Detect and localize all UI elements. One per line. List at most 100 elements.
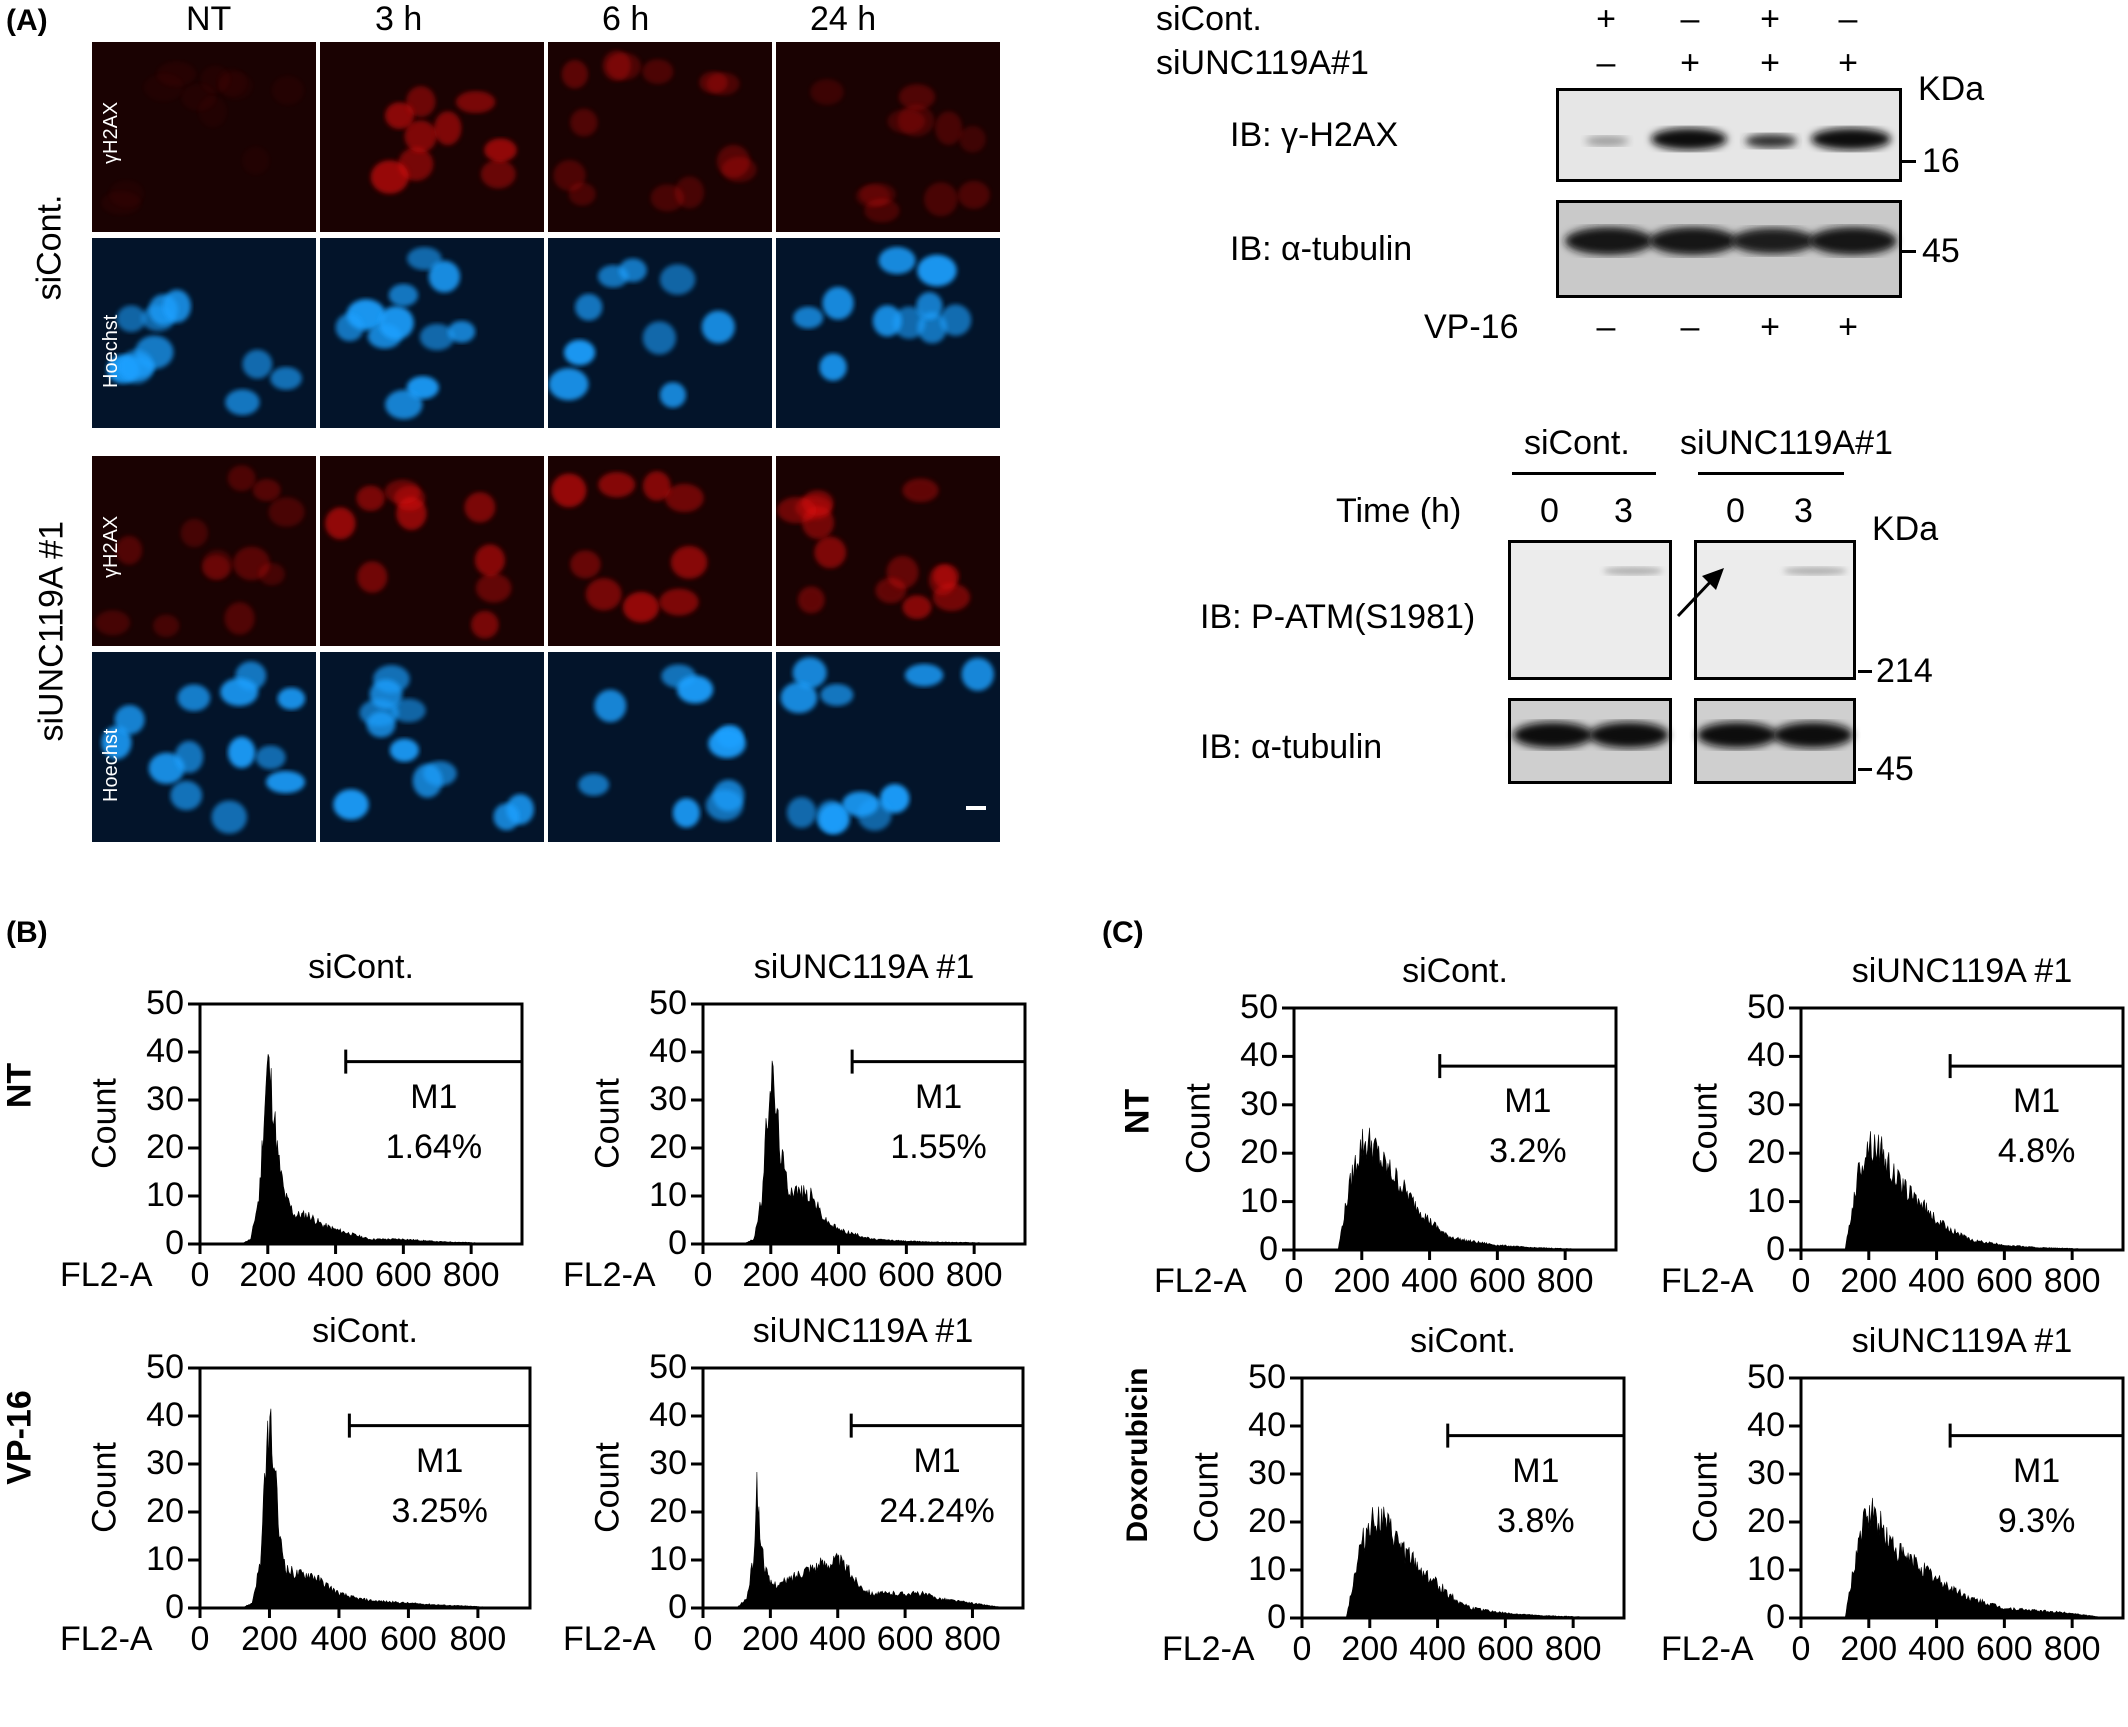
blot1-tubulin-membrane	[1556, 200, 1902, 298]
nucleus	[180, 518, 208, 548]
nucleus	[404, 120, 437, 153]
row-label-siunc119a: siUNC119A #1	[32, 521, 71, 742]
y-tick-label: 30	[146, 1080, 184, 1118]
h2ax-image: γH2AX	[92, 456, 316, 646]
y-tick-label: 20	[146, 1128, 184, 1166]
y-tick-label: 40	[1248, 1406, 1286, 1444]
histogram-plot	[691, 1366, 1025, 1618]
blot1-marker-tick-16	[1902, 160, 1916, 163]
nucleus	[935, 111, 963, 145]
nucleus	[271, 76, 304, 105]
y-tick-label: 10	[649, 1540, 687, 1578]
y-tick-label: 20	[649, 1128, 687, 1166]
y-tick-label: 10	[1747, 1550, 1785, 1588]
gate-label: M1	[1504, 1082, 1552, 1121]
blot2-time-3b: 3	[1794, 492, 1813, 530]
nucleus	[902, 595, 932, 619]
nucleus	[370, 160, 409, 194]
y-tick-label: 30	[1747, 1084, 1785, 1123]
plot-frame	[701, 1002, 1027, 1246]
hoechst-image	[776, 652, 1000, 842]
blot1-kda: KDa	[1918, 70, 1985, 108]
x-tick-label: 0	[1791, 1262, 1811, 1300]
y-tick-label: 0	[165, 1588, 184, 1626]
nucleus	[464, 492, 496, 523]
nucleus	[939, 304, 972, 336]
y-tick-label: 0	[1259, 1230, 1278, 1268]
nucleus	[389, 738, 419, 762]
gate-label: M1	[2012, 1082, 2061, 1121]
x-axis-label: FL2-A	[1154, 1262, 1247, 1300]
siunc-sign: +	[1838, 44, 1858, 82]
nucleus	[270, 366, 302, 390]
arrow-icon	[1676, 568, 1724, 618]
y-tick-label: 30	[1747, 1454, 1785, 1492]
nucleus	[958, 180, 990, 209]
band	[1731, 228, 1815, 254]
nucleus	[369, 679, 403, 710]
nucleus	[220, 678, 259, 707]
nucleus	[434, 111, 462, 146]
nucleus	[928, 564, 957, 596]
histogram-plot	[188, 1002, 524, 1254]
nucleus	[227, 736, 256, 769]
blot2-tubulin-membrane-right	[1694, 698, 1856, 784]
gate-percent: 3.25%	[391, 1491, 488, 1530]
nucleus	[385, 102, 415, 129]
x-axis-label: FL2-A	[60, 1620, 153, 1658]
y-tick-label: 0	[668, 1588, 687, 1626]
x-tick-label: 0	[1284, 1262, 1304, 1300]
y-tick-label: 40	[1240, 1036, 1278, 1075]
x-axis-label: FL2-A	[563, 1256, 656, 1294]
nucleus	[820, 683, 854, 707]
histogram-area	[1345, 1506, 1608, 1619]
histogram-area	[736, 1471, 1007, 1609]
nucleus	[474, 544, 506, 577]
x-tick-label: 400	[1409, 1630, 1466, 1668]
nucleus	[493, 803, 520, 831]
nucleus	[447, 320, 476, 343]
gate-label: M1	[410, 1077, 458, 1116]
gate-label: M1	[914, 1077, 963, 1116]
nucleus	[153, 614, 180, 637]
nucleus	[959, 125, 986, 153]
nucleus	[716, 144, 750, 178]
x-axis-label: FL2-A	[563, 1620, 656, 1658]
y-tick-label: 40	[146, 1032, 184, 1070]
y-tick-label: 50	[1248, 1358, 1286, 1396]
histogram-area	[1844, 1497, 2107, 1619]
y-tick-label: 40	[1747, 1406, 1785, 1444]
gate-label: M1	[2012, 1451, 2061, 1490]
nucleus	[786, 796, 817, 829]
blot2-group-label-sicont: siCont.	[1524, 424, 1630, 462]
nucleus	[242, 146, 270, 175]
stain-label-hoechst: Hoechst	[100, 728, 122, 802]
nucleus	[878, 246, 916, 275]
nucleus	[575, 293, 603, 321]
nucleus	[162, 289, 192, 323]
sicont-sign: –	[1680, 0, 1700, 38]
gate-label: M1	[913, 1441, 961, 1480]
y-tick-label: 10	[1240, 1181, 1278, 1220]
histogram-title: siUNC119A #1	[753, 948, 975, 986]
nucleus	[642, 471, 671, 501]
x-tick-label: 200	[1341, 1630, 1399, 1668]
histogram-area	[1844, 1131, 2107, 1251]
nucleus	[563, 339, 596, 366]
nucleus	[101, 191, 142, 215]
h2ax-image	[320, 42, 544, 232]
x-tick-label: 800	[449, 1620, 507, 1658]
nucleus	[708, 729, 746, 759]
nucleus	[366, 711, 396, 738]
panel-c-row-label-dox: Doxorubicin	[1121, 1367, 1154, 1543]
nucleus	[378, 306, 414, 340]
nucleus	[116, 305, 146, 333]
vp16-sign: +	[1760, 308, 1780, 346]
blot1-marker-tick-45	[1902, 250, 1916, 253]
x-axis-label: FL2-A	[60, 1256, 153, 1294]
nucleus	[551, 473, 587, 508]
h2ax-image	[776, 456, 1000, 646]
plot-frame	[1292, 1006, 1618, 1252]
y-axis-label: Count	[85, 1078, 124, 1169]
nucleus	[548, 368, 589, 401]
